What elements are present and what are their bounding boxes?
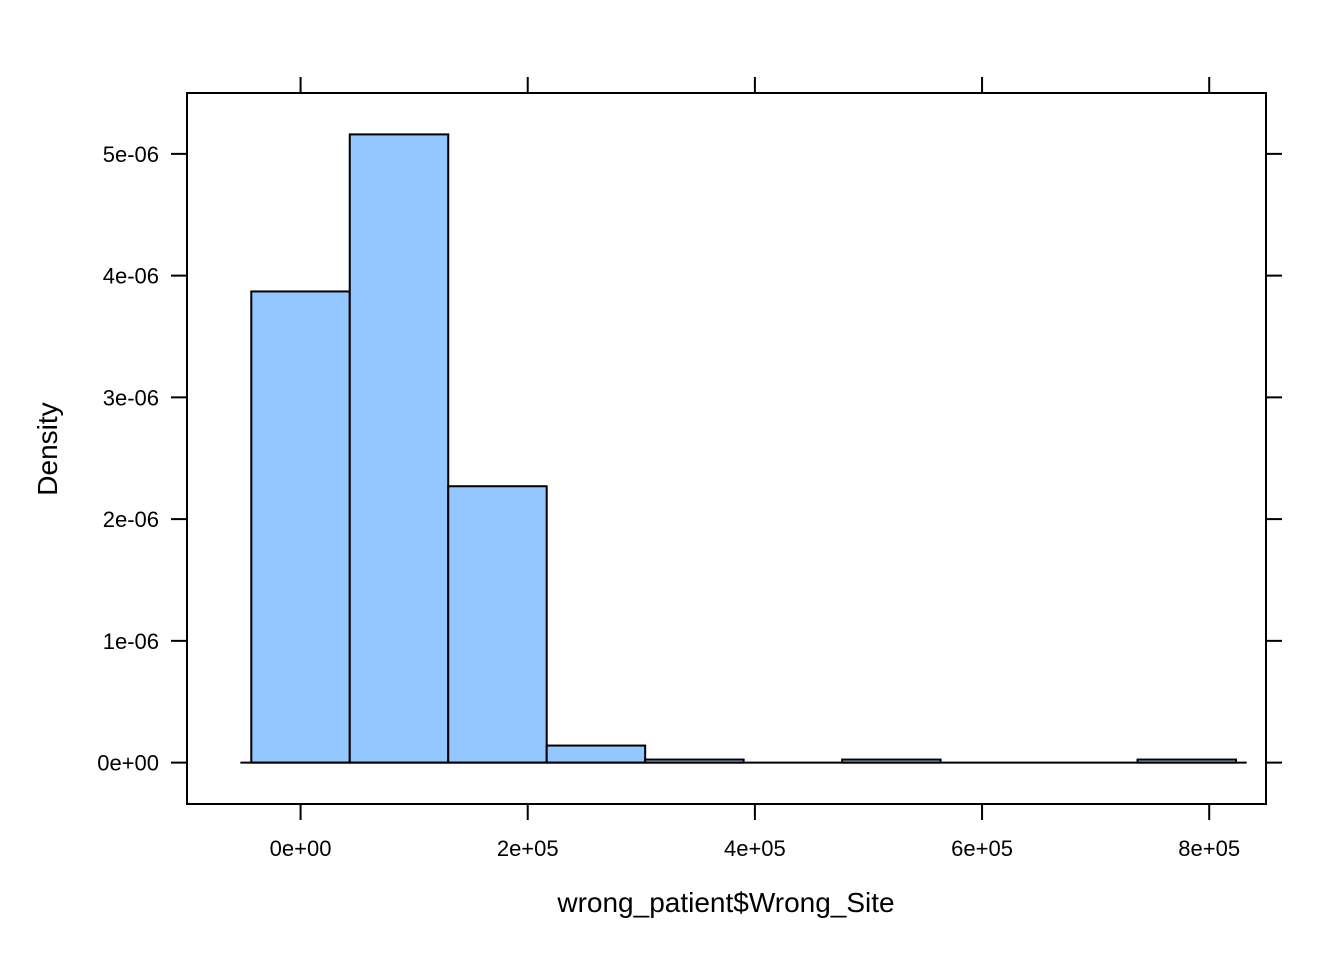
- bars-group: [250, 133, 1238, 764]
- y-tick-label: 0e+00: [97, 751, 159, 776]
- y-axis-title: Density: [32, 402, 63, 495]
- x-tick-label: 4e+05: [724, 836, 786, 861]
- histogram-bar: [250, 290, 351, 764]
- y-tick-label: 4e-06: [103, 264, 159, 289]
- plot-panel: [186, 92, 1267, 805]
- x-tick-label: 6e+05: [951, 836, 1013, 861]
- y-axis-ticks: 0e+00 1e-06 2e-06 3e-06 4e-06 5e-06: [97, 142, 1282, 776]
- x-tick-label: 8e+05: [1178, 836, 1240, 861]
- x-axis-title: wrong_patient$Wrong_Site: [556, 887, 894, 918]
- y-tick-label: 1e-06: [103, 629, 159, 654]
- x-axis-ticks: 0e+00 2e+05 4e+05 6e+05 8e+05: [270, 77, 1240, 861]
- histogram-bar: [348, 133, 450, 764]
- y-tick-label: 3e-06: [103, 385, 159, 410]
- x-tick-label: 0e+00: [270, 836, 332, 861]
- y-tick-label: 5e-06: [103, 142, 159, 167]
- histogram-bar: [545, 744, 647, 764]
- x-tick-label: 2e+05: [497, 836, 559, 861]
- histogram-bar: [447, 485, 548, 764]
- y-tick-label: 2e-06: [103, 507, 159, 532]
